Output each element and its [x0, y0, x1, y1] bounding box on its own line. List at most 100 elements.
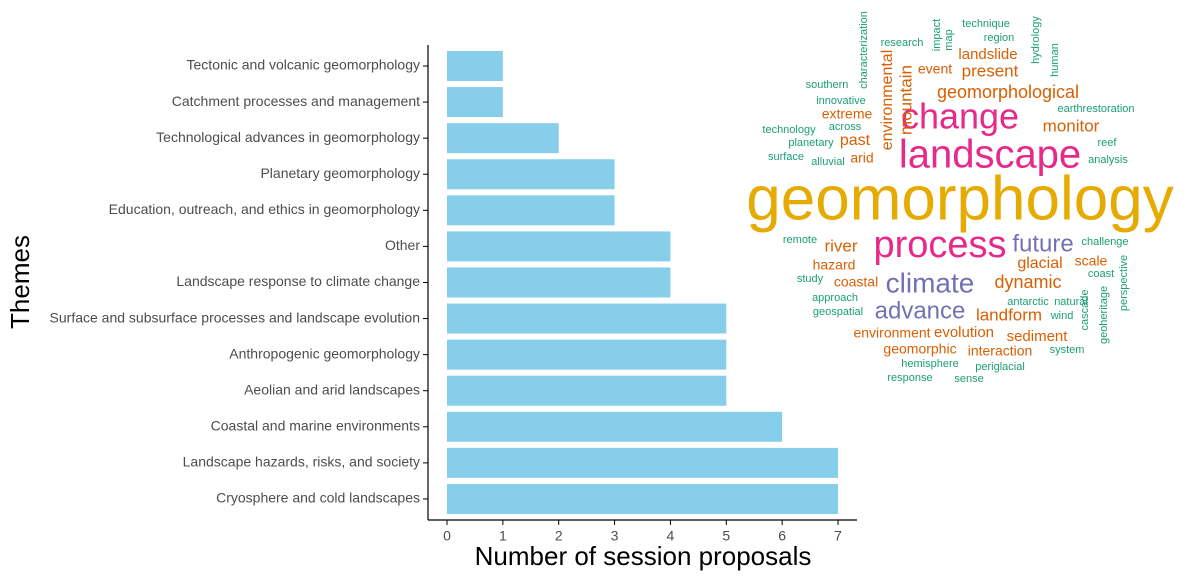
- bar: [446, 159, 615, 190]
- word: alluvial: [811, 156, 845, 168]
- x-axis-label: Number of session proposals: [475, 541, 812, 571]
- y-tick-label: Surface and subsurface processes and lan…: [50, 309, 420, 325]
- y-tick-label: Tectonic and volcanic geomorphology: [187, 57, 420, 73]
- word: surface: [768, 151, 804, 163]
- word: coast: [1088, 268, 1114, 280]
- x-tick-label: 7: [834, 528, 842, 544]
- x-tick-label: 5: [722, 528, 730, 544]
- y-tick-label: Education, outreach, and ethics in geomo…: [109, 201, 420, 217]
- word: coastal: [834, 274, 878, 290]
- word: environment: [853, 325, 930, 341]
- word: sediment: [1007, 328, 1069, 345]
- bar: [446, 51, 503, 81]
- word: system: [1050, 344, 1085, 356]
- word: planetary: [788, 137, 834, 149]
- word: past: [840, 132, 871, 149]
- word: hydrology: [1030, 16, 1042, 64]
- bar: [446, 339, 727, 370]
- word: wind: [1050, 310, 1074, 322]
- word: across: [829, 121, 862, 133]
- word: geomorphic: [883, 341, 956, 357]
- y-tick-label: Aeolian and arid landscapes: [244, 381, 420, 397]
- x-tick-label: 0: [443, 528, 451, 544]
- x-tick-label: 2: [555, 528, 563, 544]
- word: periglacial: [975, 361, 1025, 373]
- word: technique: [962, 18, 1010, 30]
- word: future: [1012, 230, 1073, 257]
- word: sense: [954, 373, 983, 385]
- word: landform: [976, 305, 1042, 324]
- bar: [446, 447, 839, 478]
- word: monitor: [1043, 116, 1100, 135]
- word: geospatial: [813, 306, 863, 318]
- word: map: [943, 29, 955, 50]
- y-tick-label: Planetary geomorphology: [260, 165, 420, 181]
- y-tick-label: Landscape hazards, risks, and society: [183, 454, 420, 470]
- word: hemisphere: [901, 358, 958, 370]
- word: mountain: [896, 65, 915, 135]
- word: impact: [931, 19, 943, 51]
- word: event: [918, 61, 952, 77]
- word: river: [824, 236, 857, 255]
- word: study: [797, 273, 824, 285]
- word: glacial: [1017, 255, 1062, 272]
- x-tick-label: 6: [778, 528, 786, 544]
- word: natural: [1054, 296, 1088, 308]
- x-tick-label: 4: [667, 528, 675, 544]
- word: remote: [783, 234, 817, 246]
- y-tick-label: Other: [385, 237, 420, 253]
- bar: [446, 411, 783, 442]
- word: geomorphology: [746, 164, 1173, 233]
- word: advance: [875, 297, 966, 324]
- bar: [446, 375, 727, 406]
- bar: [446, 267, 671, 298]
- word: landslide: [958, 46, 1017, 63]
- word: research: [881, 37, 924, 49]
- word: geomorphological: [937, 82, 1079, 102]
- y-tick-label: Anthropogenic geomorphology: [229, 345, 420, 361]
- word: evolution: [934, 324, 994, 341]
- y-tick-label: Cryosphere and cold landscapes: [216, 490, 420, 506]
- word: climate: [886, 267, 975, 298]
- x-tick-label: 3: [611, 528, 619, 544]
- word: cascade: [1079, 290, 1091, 331]
- word: arid: [850, 150, 873, 166]
- word: response: [887, 372, 932, 384]
- word: earthrestoration: [1057, 103, 1134, 115]
- bar: [446, 231, 671, 262]
- word: environmental: [879, 50, 896, 151]
- bar: [446, 87, 503, 118]
- word: interaction: [968, 343, 1033, 359]
- y-tick-label: Catchment processes and management: [172, 93, 420, 109]
- word: reef: [1098, 137, 1118, 149]
- word: human: [1049, 43, 1061, 77]
- y-tick-label: Landscape response to climate change: [176, 273, 420, 289]
- word: challenge: [1081, 236, 1128, 248]
- bar: [446, 195, 615, 226]
- y-tick-label: Technological advances in geomorphology: [156, 129, 420, 145]
- word: landscape: [899, 133, 1081, 177]
- word: present: [962, 61, 1019, 80]
- word: extreme: [822, 106, 873, 122]
- word: perspective: [1118, 255, 1130, 311]
- word: hazard: [813, 257, 856, 273]
- word: approach: [812, 292, 858, 304]
- word: southern: [806, 79, 849, 91]
- word: change: [901, 96, 1019, 137]
- x-tick-label: 1: [499, 528, 507, 544]
- bar: [446, 123, 559, 154]
- y-tick-label: Coastal and marine environments: [211, 418, 420, 434]
- word: scale: [1075, 253, 1108, 269]
- word: analysis: [1088, 154, 1128, 166]
- y-axis-label: Themes: [5, 235, 35, 329]
- bar: [446, 303, 727, 334]
- word: technology: [762, 124, 816, 136]
- word: dynamic: [994, 272, 1061, 292]
- word: region: [984, 32, 1015, 44]
- word: geoheritage: [1098, 286, 1110, 344]
- bar: [446, 483, 839, 514]
- word: process: [873, 224, 1006, 266]
- word: antarctic: [1007, 296, 1049, 308]
- word: innovative: [816, 95, 866, 107]
